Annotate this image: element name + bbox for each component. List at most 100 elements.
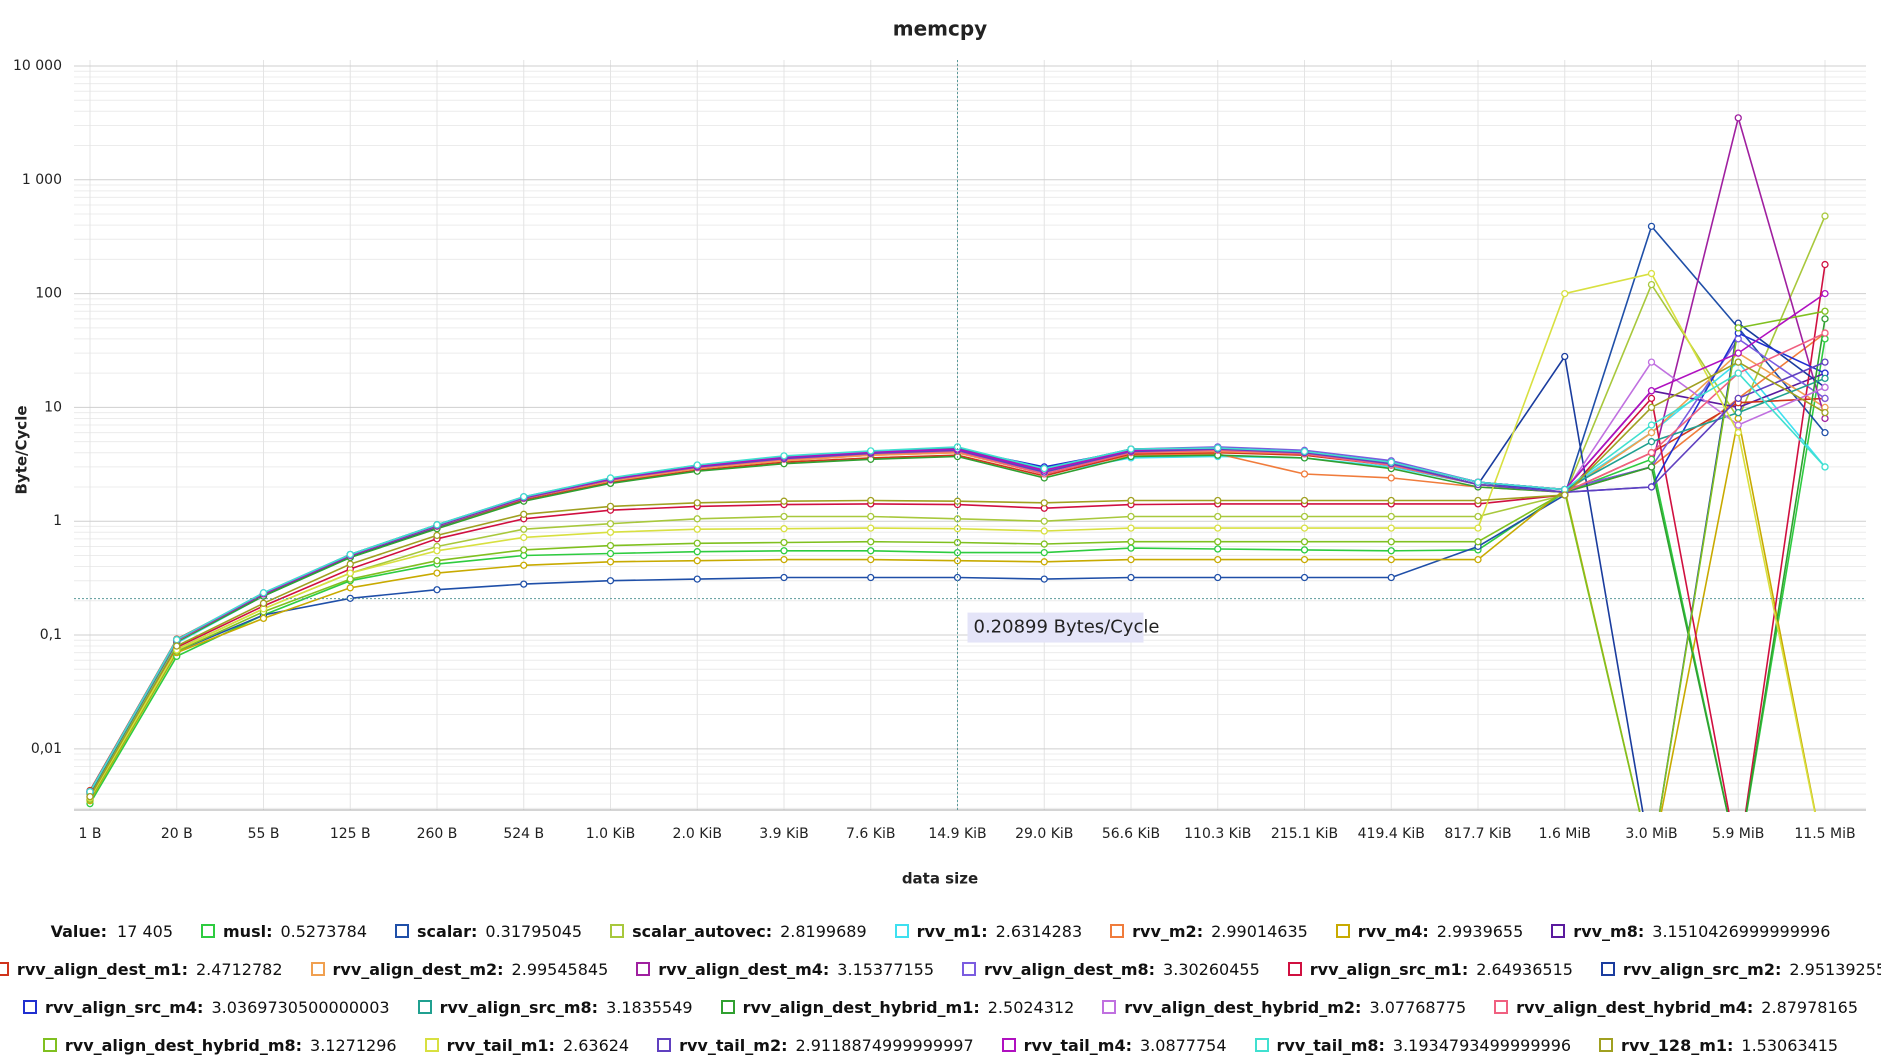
y-tick-label: 1 000	[22, 172, 62, 188]
data-point	[520, 546, 528, 554]
legend-label: rvv_align_dest_m1	[17, 960, 188, 979]
data-point	[1040, 575, 1048, 583]
data-point	[259, 599, 268, 607]
data-point	[520, 580, 528, 588]
data-point	[780, 497, 788, 505]
legend-label: rvv_align_dest_hybrid_m1	[743, 998, 980, 1017]
data-point	[433, 547, 441, 555]
x-tick-label: 1.0 KiB	[586, 826, 635, 842]
grid	[74, 60, 1866, 811]
data-point	[1474, 512, 1482, 521]
legend-value: 1.53063415	[1741, 1035, 1839, 1055]
legend-label: rvv_tail_m4	[1024, 1036, 1132, 1055]
data-point	[1300, 546, 1309, 554]
data-point	[520, 493, 528, 501]
x-tick-label: 419.4 KiB	[1358, 826, 1425, 842]
data-point	[1821, 383, 1829, 392]
legend-item[interactable]: rvv_align_src_m8 3.1835549	[417, 998, 693, 1017]
hover-x-value: 17 405	[117, 921, 173, 941]
legend-row: rvv_align_src_m43.0369730500000003 rvv_al…	[0, 988, 1881, 1026]
legend-item[interactable]: rvv_align_dest_m2 2.99545845	[310, 960, 608, 979]
data-point	[867, 573, 875, 582]
data-point	[1821, 329, 1829, 337]
legend-value: 2.95139255	[1789, 959, 1881, 979]
cursor-label-bg	[967, 612, 1144, 643]
legend-item[interactable]: rvv_m2 2.99014635	[1110, 922, 1308, 941]
data-point	[1734, 335, 1742, 343]
y-tick-label: 100	[35, 286, 62, 302]
x-tick-label: 215.1 KiB	[1271, 826, 1338, 842]
legend-swatch	[417, 1000, 432, 1014]
legend-item[interactable]: rvv_128_m1 1.53063415	[1599, 1036, 1838, 1055]
legend-item[interactable]: rvv_align_dest_hybrid_m1 2.5024312	[720, 998, 1074, 1017]
legend-item[interactable]: rvv_m4 2.9939655	[1335, 922, 1523, 941]
data-point	[1561, 289, 1569, 298]
data-point	[259, 614, 268, 623]
chart: memcpy data size Byte/Cycle 0,01 0,1 1 10 10…	[13, 17, 1866, 888]
data-point	[1387, 458, 1395, 466]
x-tick-label: 7.6 KiB	[846, 826, 895, 842]
legend-label: scalar_autovec	[632, 922, 772, 941]
legend-item[interactable]: rvv_m1 2.6314283	[894, 922, 1082, 941]
legend-label: rvv_align_src_m8	[440, 998, 598, 1017]
cursor-label: 0.20899 Bytes/Cycle	[974, 617, 1160, 638]
legend-item[interactable]: rvv_tail_m8 3.1934793499999996	[1254, 1036, 1571, 1055]
legend-item[interactable]: rvv_tail_m4 3.0877754	[1001, 1036, 1227, 1055]
legend-label: rvv_tail_m8	[1277, 1036, 1385, 1055]
data-point	[606, 558, 615, 566]
data-point	[1821, 315, 1829, 323]
legend-item[interactable]: musl 0.5273784	[201, 922, 367, 941]
legend-swatch	[1335, 924, 1350, 938]
legend-item[interactable]: rvv_align_src_m1 2.64936515	[1287, 960, 1573, 979]
legend-item[interactable]: rvv_tail_m2 2.9118874999999997	[657, 1036, 974, 1055]
data-point	[1474, 538, 1482, 546]
legend-value: 0.31795045	[485, 921, 583, 941]
legend-item[interactable]: scalar_autovec 2.8199689	[610, 922, 867, 941]
x-tick-label: 29.0 KiB	[1015, 826, 1073, 842]
data-point	[1647, 463, 1656, 471]
data-point	[520, 561, 528, 569]
legend-row: rvv_align_dest_hybrid_m8 3.1271296 rvv_tai…	[0, 1026, 1881, 1064]
data-point	[433, 586, 441, 594]
data-point	[780, 452, 788, 460]
data-point	[1300, 470, 1309, 478]
legend-swatch	[1102, 1000, 1117, 1014]
legend-item[interactable]: rvv_align_dest_m8 3.30260455	[962, 960, 1260, 979]
legend-label: rvv_m2	[1132, 922, 1203, 941]
legend-item[interactable]: rvv_tail_m1 2.63624	[424, 1036, 629, 1055]
legend-item[interactable]: rvv_align_src_m4 3.0369730500000003	[22, 998, 390, 1017]
legend-item[interactable]: rvv_align_dest_hybrid_m2 3.07768775	[1102, 998, 1466, 1017]
chart-title: memcpy	[893, 17, 987, 41]
legend-item[interactable]: rvv_m8 3.1510426999999996	[1551, 922, 1830, 941]
legend-item[interactable]: rvv_align_dest_hybrid_m4 2.87978165	[1494, 998, 1858, 1017]
data-point	[1821, 212, 1829, 220]
legend-item[interactable]: rvv_align_dest_hybrid_m8 3.1271296	[42, 1036, 397, 1055]
data-point	[173, 642, 181, 650]
data-point	[1734, 414, 1742, 423]
data-point	[1387, 474, 1395, 482]
data-point	[1821, 307, 1829, 315]
data-point	[346, 550, 354, 559]
y-tick-label: 1	[53, 513, 62, 529]
legend-row: rvv_align_dest_m12.4712782rvv_align_dest…	[0, 950, 1881, 988]
data-point	[1214, 538, 1222, 546]
legend-hover: Value: 17 405	[51, 922, 173, 941]
legend-item[interactable]: rvv_align_dest_m1 2.4712782	[0, 960, 283, 979]
data-point	[1300, 512, 1309, 521]
data-point	[1821, 358, 1829, 366]
data-point	[1647, 438, 1656, 446]
legend-value: 2.87978165	[1761, 997, 1858, 1017]
legend-item[interactable]: rvv_align_dest_m4 3.15377155	[636, 960, 934, 979]
legend-item[interactable]: scalar 0.31795045	[395, 922, 582, 941]
data-point	[1822, 860, 1828, 866]
legend-swatch	[894, 924, 909, 938]
legend-label: rvv_align_dest_hybrid_m2	[1124, 998, 1361, 1017]
data-point	[1649, 860, 1655, 866]
legend-item[interactable]: rvv_align_src_m2 2.95139255	[1600, 959, 1881, 979]
data-point	[1647, 269, 1656, 278]
legend-value: 2.8199689	[780, 921, 867, 941]
data-point	[1647, 387, 1656, 395]
data-point	[1300, 538, 1309, 546]
data-point	[346, 584, 354, 592]
